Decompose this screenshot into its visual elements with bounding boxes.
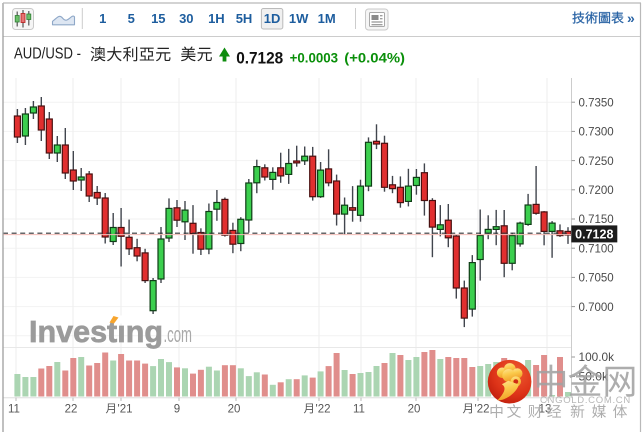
svg-text:11: 11 [353, 404, 365, 416]
svg-text:5: 5 [128, 11, 135, 26]
svg-text:CNGOLD.COM.CN: CNGOLD.COM.CN [540, 395, 631, 406]
svg-text:(+0.04%): (+0.04%) [344, 50, 405, 66]
svg-text:20: 20 [228, 404, 241, 416]
svg-text:AUD/USD -: AUD/USD - [14, 46, 81, 63]
svg-text:'22: '22 [475, 404, 490, 416]
svg-text:0.7350: 0.7350 [579, 95, 615, 109]
svg-text:100.0k: 100.0k [579, 350, 615, 364]
svg-text:1D: 1D [264, 11, 281, 26]
svg-text:20: 20 [408, 404, 421, 416]
svg-text:0.7250: 0.7250 [579, 154, 615, 168]
svg-text:0.7300: 0.7300 [579, 125, 615, 139]
svg-text:1H: 1H [208, 11, 225, 26]
svg-text:0.7128: 0.7128 [236, 48, 283, 67]
svg-text:11: 11 [8, 404, 20, 416]
svg-text:1: 1 [99, 11, 106, 26]
svg-text:30: 30 [179, 11, 193, 26]
svg-text:'21: '21 [118, 404, 133, 416]
svg-text:.com: .com [164, 322, 193, 347]
svg-text:Investing: Investing [29, 314, 163, 349]
svg-text:22: 22 [65, 404, 78, 416]
svg-text:0.7150: 0.7150 [579, 212, 615, 226]
svg-text:0.7100: 0.7100 [579, 241, 615, 255]
svg-text:0.7128: 0.7128 [575, 227, 613, 241]
svg-text:1M: 1M [318, 11, 336, 26]
svg-text:15: 15 [151, 11, 165, 26]
svg-text:+0.0003: +0.0003 [290, 50, 339, 66]
svg-text:0.7050: 0.7050 [579, 271, 615, 285]
svg-text:»: » [627, 10, 635, 26]
svg-text:'22: '22 [316, 404, 331, 416]
svg-text:0.7200: 0.7200 [579, 183, 615, 197]
svg-text:1W: 1W [289, 11, 309, 26]
svg-text:5H: 5H [236, 11, 253, 26]
svg-text:9: 9 [174, 404, 180, 416]
svg-text:0.7000: 0.7000 [579, 300, 615, 314]
